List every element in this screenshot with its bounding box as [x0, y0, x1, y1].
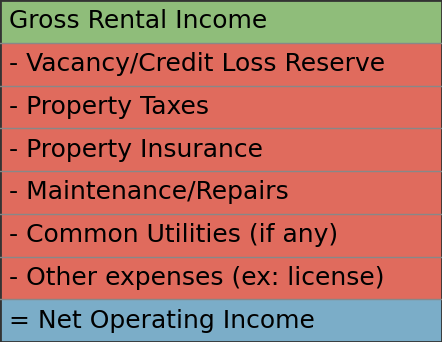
Text: - Property Taxes: - Property Taxes	[9, 95, 209, 119]
Text: - Other expenses (ex: license): - Other expenses (ex: license)	[9, 266, 385, 290]
Bar	[0, 256, 442, 299]
Bar	[0, 171, 442, 214]
Bar	[0, 299, 442, 342]
Bar	[0, 214, 442, 256]
Bar	[0, 86, 442, 128]
Text: Gross Rental Income: Gross Rental Income	[9, 9, 267, 34]
Bar	[0, 0, 442, 43]
Text: - Maintenance/Repairs: - Maintenance/Repairs	[9, 180, 289, 205]
Text: - Vacancy/Credit Loss Reserve: - Vacancy/Credit Loss Reserve	[9, 52, 385, 76]
Text: = Net Operating Income: = Net Operating Income	[9, 308, 315, 333]
Bar	[0, 128, 442, 171]
Text: - Common Utilities (if any): - Common Utilities (if any)	[9, 223, 338, 247]
Text: - Property Insurance: - Property Insurance	[9, 137, 263, 162]
Bar	[0, 43, 442, 86]
